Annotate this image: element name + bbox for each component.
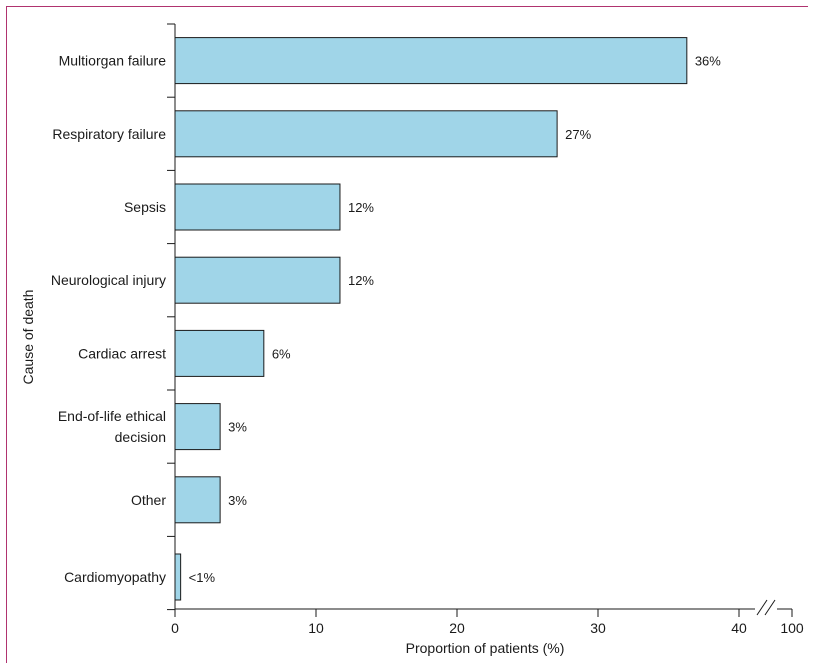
data-label-3: 12% <box>348 273 374 288</box>
data-label-7: <1% <box>189 570 216 585</box>
data-label-5: 3% <box>228 420 247 435</box>
x-tick-label-5: 100 <box>780 620 804 636</box>
data-label-6: 3% <box>228 493 247 508</box>
axis-break-slash-1 <box>764 599 776 616</box>
data-label-1: 27% <box>565 127 591 142</box>
axis-break-slash-0 <box>756 599 768 616</box>
bar-1 <box>174 110 558 158</box>
category-label-3-0: Neurological injury <box>51 272 166 288</box>
y-axis-title: Cause of death <box>20 290 36 385</box>
axis-break-marks <box>756 599 776 616</box>
x-tick-label-2: 20 <box>449 620 465 636</box>
x-tick-label-1: 10 <box>308 620 324 636</box>
data-label-4: 6% <box>272 346 291 361</box>
x-axis-title: Proportion of patients (%) <box>406 640 565 656</box>
category-label-5-1: decision <box>115 429 166 445</box>
bar-0 <box>174 37 688 85</box>
x-tick-label-4: 40 <box>731 620 747 636</box>
bar-2 <box>174 183 341 231</box>
category-label-0-0: Multiorgan failure <box>59 53 167 69</box>
frame-border <box>6 6 808 663</box>
x-tick-label-3: 30 <box>590 620 606 636</box>
y-axis-ticks <box>167 23 175 611</box>
data-labels: 36% 27% 12% 12% 6% 3% 3% <1% <box>189 54 722 585</box>
category-label-4-0: Cardiac arrest <box>78 345 166 361</box>
category-label-5-0: End-of-life ethical <box>58 408 166 424</box>
bar-4 <box>174 329 265 377</box>
data-label-0: 36% <box>695 54 721 69</box>
bars <box>174 37 688 601</box>
data-label-2: 12% <box>348 200 374 215</box>
category-label-6-0: Other <box>131 492 166 508</box>
bar-5 <box>174 403 221 451</box>
x-axis-ticks: 0 10 20 30 40 100 <box>171 609 804 636</box>
x-axis <box>174 24 792 610</box>
category-label-7-0: Cardiomyopathy <box>64 569 166 585</box>
category-label-2-0: Sepsis <box>124 199 166 215</box>
bar-3 <box>174 256 341 304</box>
bar-6 <box>174 476 221 524</box>
category-labels: Multiorgan failure Respiratory failure Sep… <box>51 53 167 585</box>
bar-7 <box>174 553 182 601</box>
category-label-1-0: Respiratory failure <box>52 126 166 142</box>
x-tick-label-0: 0 <box>171 620 179 636</box>
